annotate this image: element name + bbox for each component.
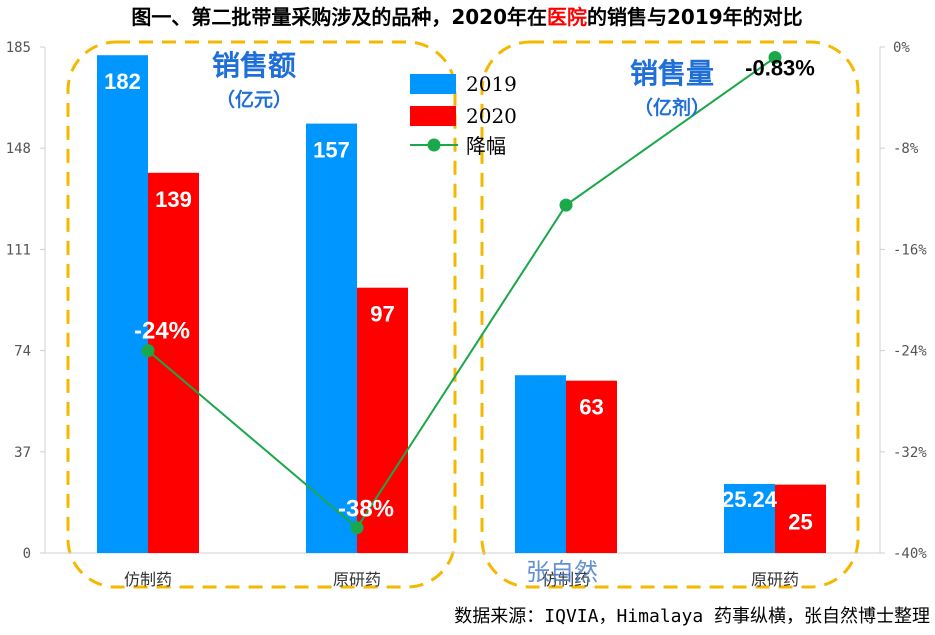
category-label: 原研药 [751,570,799,589]
sales-volume-unit: （亿剂） [634,96,710,119]
decline-value-label: -0.83% [745,55,815,80]
title-highlight: 医院 [547,5,587,29]
chart-title: 图一、第二批带量采购涉及的品种，2020年在医院的销售与2019年的对比 [131,5,802,29]
category-label: 仿制药 [542,570,590,589]
left-axis-tick-label: 185 [6,40,31,56]
bar-2019-0 [97,55,148,553]
decline-value-label: -38% [338,496,394,523]
sales-volume-group-outline [480,40,860,589]
bar-2020-0 [148,172,199,553]
right-axis-tick-label: -40% [893,546,927,562]
bar-2019-1 [306,123,357,553]
watermark: 张自然 [526,558,598,586]
bar-series [97,55,826,553]
sales-amount-title: 销售额 [212,49,296,82]
category-label: 原研药 [333,570,381,589]
bar-value-label: 157 [313,138,350,163]
right-axis-tick-label: 0% [893,40,910,56]
decline-point [768,50,782,64]
bar-value-label: 63 [579,395,603,420]
decline-value-label: -24% [134,318,190,345]
legend-marker-decline [427,138,441,152]
bar-value-label: 97 [370,302,394,327]
right-axis-tick-label: -24% [893,344,927,360]
left-axis-tick-label: 0 [23,546,31,562]
left-axis-tick-label: 148 [6,141,31,157]
category-label: 仿制药 [124,570,172,589]
bar-value-label: 25 [788,510,812,535]
bar-2019-2 [515,375,566,553]
bar-2020-2 [566,380,617,553]
legend-label-2019: 2019 [466,72,517,96]
category-labels: 仿制药 原研药 仿制药 原研药 [124,570,799,589]
decline-point [559,198,573,212]
sales-amount-unit: （亿元） [216,88,292,111]
legend-label-2020: 2020 [466,104,517,128]
bar-value-label: 139 [155,187,192,212]
sales-amount-group-outline [66,40,457,589]
bar-2020-3 [775,484,826,553]
decline-line [147,56,776,530]
bar-value-label: 182 [104,69,141,94]
title-part2: 的销售与2019年的对比 [587,5,803,29]
bar-2020-1 [357,287,408,553]
decline-point [350,521,364,535]
legend-label-decline: 降幅 [466,134,506,158]
right-axis-tick-label: -8% [893,141,919,157]
right-axis-tick-label: -32% [893,445,927,461]
left-axis-ticks: 0 37 74 111 148 185 [6,40,45,562]
bar-2019-3 [724,483,775,553]
legend-swatch-2020 [410,106,456,126]
sales-volume-title: 销售量 [630,57,714,90]
left-axis-tick-label: 111 [6,242,31,258]
decline-point [141,344,155,358]
source-note: 数据来源：IQVIA，Himalaya 药事纵横，张自然博士整理 [454,606,930,627]
title-part1: 图一、第二批带量采购涉及的品种，2020年在 [131,5,547,29]
left-axis-tick-label: 74 [14,344,31,360]
bar-value-labels: 182 157 25.24 139 97 63 25 [104,69,813,534]
left-axis-tick-label: 37 [14,445,31,461]
right-axis-ticks: -40% -32% -24% -16% -8% 0% [880,40,927,562]
decline-line-series: -24% -38% -0.83% [134,50,815,535]
legend-swatch-2019 [410,74,456,94]
legend: 2019 2020 降幅 [410,72,517,158]
bar-value-label: 25.24 [722,487,778,512]
right-axis-tick-label: -16% [893,242,927,258]
